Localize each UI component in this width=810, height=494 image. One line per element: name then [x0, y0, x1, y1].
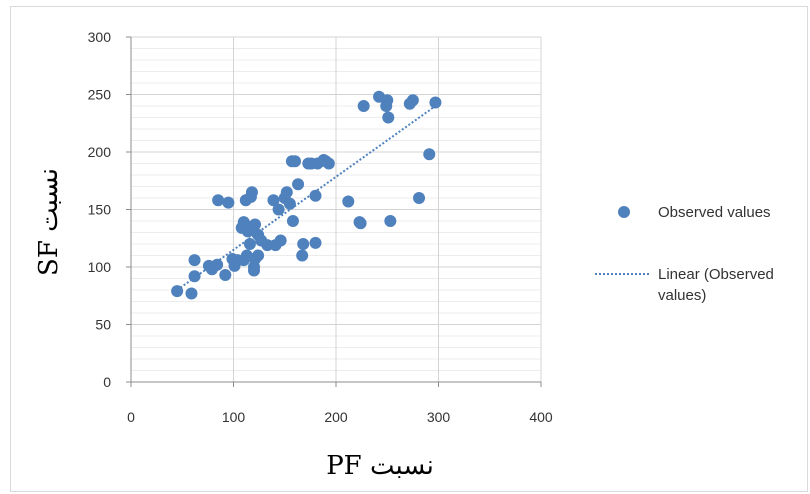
y-axis-title: نسبت SF [34, 168, 64, 276]
y-tick-label: 250 [88, 87, 112, 103]
y-axis-ticks: 0 50 100 150 200 250 300 [88, 29, 131, 390]
data-point [354, 217, 367, 230]
legend: Observed values Linear (Observed values) [595, 204, 778, 304]
y-tick-label: 150 [88, 202, 112, 218]
data-point [342, 195, 355, 208]
x-tick-label: 400 [529, 409, 553, 425]
chart-frame [10, 6, 808, 492]
data-point [171, 285, 184, 298]
data-point [252, 249, 265, 262]
data-point [188, 270, 201, 283]
y-tick-label: 200 [88, 144, 112, 160]
data-point [185, 287, 198, 300]
trendline-group [176, 105, 437, 291]
data-point [322, 157, 335, 170]
data-point [243, 238, 256, 250]
legend-label-linear: Linear (Observed values) [658, 266, 778, 304]
data-point [429, 96, 442, 109]
data-point [280, 186, 293, 199]
data-point [219, 269, 232, 282]
data-point [188, 254, 201, 267]
y-tick-label: 0 [103, 374, 111, 390]
y-tick-label: 100 [88, 259, 112, 275]
data-point [222, 196, 235, 209]
data-point [381, 94, 394, 107]
data-point [309, 189, 322, 202]
data-point [261, 239, 274, 252]
data-point [357, 100, 370, 112]
data-point [382, 111, 395, 124]
major-gridlines [130, 36, 542, 383]
data-point [272, 203, 285, 216]
trendline [176, 105, 437, 291]
y-tick-label: 300 [88, 29, 112, 45]
data-point [384, 215, 397, 227]
data-point [292, 178, 305, 191]
data-point [297, 238, 310, 250]
data-point [274, 234, 287, 247]
legend-marker-observed [618, 206, 630, 218]
legend-label-observed: Observed values [658, 204, 771, 221]
data-point [211, 258, 224, 271]
data-point [309, 236, 322, 249]
data-point [212, 194, 225, 207]
x-tick-label: 200 [324, 409, 348, 425]
data-point [406, 94, 419, 107]
x-axis-ticks: 0 100 200 300 400 [127, 382, 553, 425]
data-points [171, 90, 442, 300]
data-point [283, 197, 296, 210]
data-point [286, 215, 299, 227]
data-point [289, 155, 301, 168]
data-point [267, 194, 280, 207]
data-point [249, 218, 262, 231]
data-point [296, 249, 309, 262]
x-tick-label: 0 [127, 409, 135, 425]
x-axis-title: نسبت PF [326, 451, 434, 481]
data-point [423, 148, 436, 161]
x-tick-label: 300 [427, 409, 451, 425]
y-tick-label: 50 [95, 317, 111, 333]
x-tick-label: 100 [222, 409, 246, 425]
data-point [245, 186, 258, 199]
data-point [413, 192, 426, 204]
